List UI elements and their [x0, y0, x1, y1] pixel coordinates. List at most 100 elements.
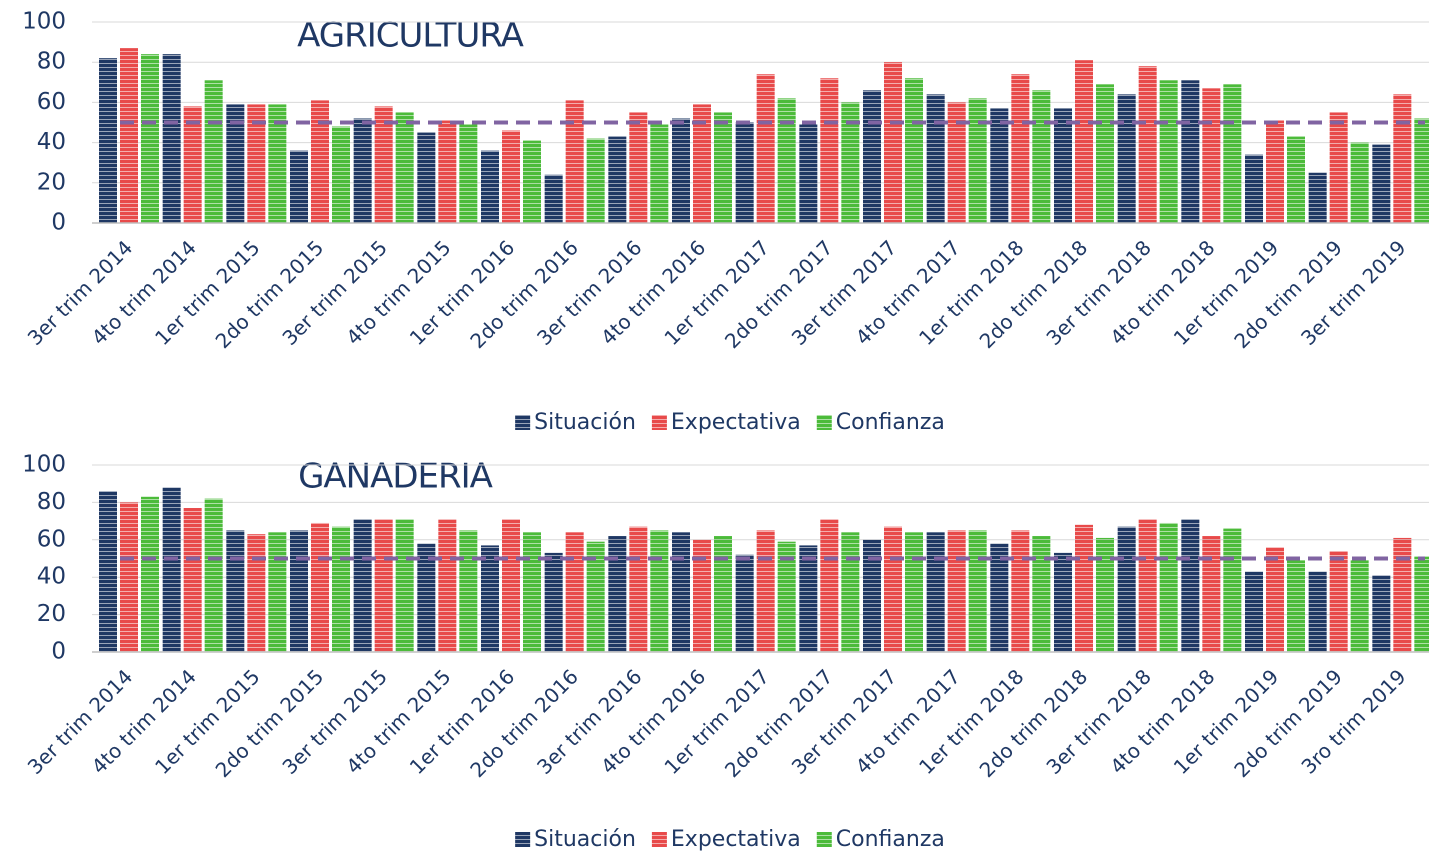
legend-swatch	[515, 415, 531, 430]
bar	[226, 104, 245, 223]
bar	[1117, 526, 1136, 652]
bar	[395, 112, 414, 223]
bar	[1011, 74, 1030, 223]
x-tick-label: 2do trim 2017	[720, 664, 838, 782]
bar	[629, 112, 648, 223]
bar	[1350, 560, 1369, 652]
bar	[863, 90, 881, 223]
bar	[756, 530, 775, 652]
bar	[417, 132, 436, 223]
bar	[1202, 88, 1221, 223]
x-tick-label: 2do trim 2017	[720, 235, 838, 353]
bar	[247, 104, 266, 223]
y-tick-label: 0	[51, 639, 66, 665]
bar	[714, 112, 732, 223]
bar	[672, 118, 690, 223]
bar	[1075, 60, 1093, 223]
x-tick-label: 2do trim 2018	[975, 664, 1093, 782]
bar	[1223, 528, 1242, 652]
bar	[820, 519, 839, 652]
bar	[1159, 522, 1178, 652]
bar	[290, 150, 308, 223]
x-tick-label: 2do trim 2018	[975, 235, 1093, 353]
bar	[799, 545, 818, 652]
legend-swatch	[515, 832, 531, 847]
bar	[523, 140, 541, 223]
bar	[417, 543, 436, 652]
bar	[247, 534, 266, 652]
y-tick-label: 80	[37, 489, 66, 515]
bar	[905, 532, 923, 652]
bar	[586, 138, 605, 223]
legend-swatch	[651, 415, 667, 430]
bar	[926, 94, 945, 223]
bar	[226, 530, 245, 652]
bar	[332, 526, 350, 652]
bar	[1266, 547, 1284, 652]
y-tick-label: 20	[37, 601, 66, 627]
bar	[204, 80, 223, 223]
bar	[1054, 552, 1072, 652]
bar	[565, 532, 584, 652]
bar	[120, 502, 138, 652]
bar	[353, 519, 372, 652]
bar	[502, 130, 520, 223]
bar	[693, 104, 711, 223]
bar	[1350, 142, 1369, 223]
bar	[523, 532, 541, 652]
bar	[290, 530, 308, 652]
bar	[1159, 80, 1178, 223]
legend-swatch	[651, 832, 667, 847]
bar	[565, 100, 584, 223]
bar	[1372, 575, 1391, 652]
x-tick-label: 2do trim 2016	[465, 235, 583, 353]
bar	[1266, 120, 1284, 223]
bar	[777, 541, 796, 652]
bar	[968, 98, 987, 223]
y-tick-label: 60	[37, 89, 66, 115]
bar	[1011, 530, 1030, 652]
bar	[353, 118, 372, 223]
x-tick-label: 2do trim 2015	[211, 664, 329, 782]
bar	[1096, 537, 1114, 652]
bar	[120, 48, 138, 223]
legend-label: Expectativa	[671, 827, 801, 852]
bar	[735, 122, 754, 223]
bar	[841, 102, 860, 223]
bar	[141, 54, 159, 223]
legend-swatch	[816, 415, 832, 430]
bar	[608, 536, 627, 652]
bar	[99, 58, 117, 224]
bar	[1138, 519, 1157, 652]
bar	[1393, 94, 1412, 223]
bar	[268, 532, 287, 652]
bar	[481, 150, 499, 223]
bar	[311, 522, 329, 652]
bar	[1414, 556, 1429, 652]
bar	[820, 78, 839, 223]
bar	[162, 487, 181, 652]
bar	[1308, 571, 1327, 652]
bar	[947, 102, 966, 223]
legend-label: Situación	[534, 827, 636, 852]
bar	[608, 136, 627, 223]
bar	[1245, 571, 1263, 652]
x-tick-label: 2do trim 2015	[211, 235, 329, 353]
bar	[884, 62, 902, 224]
bar	[183, 508, 202, 652]
bar	[544, 174, 563, 223]
bar	[905, 78, 923, 223]
bar	[586, 541, 605, 652]
bar	[756, 74, 775, 223]
bar	[1414, 118, 1429, 223]
bar	[1181, 80, 1200, 223]
bar	[1372, 144, 1391, 223]
bar	[629, 526, 648, 652]
y-tick-label: 100	[22, 452, 66, 478]
bar	[1287, 560, 1305, 652]
bar	[693, 539, 711, 652]
bar	[777, 98, 796, 223]
chart-title: GANADERIA	[298, 457, 493, 497]
y-tick-label: 40	[37, 564, 66, 590]
